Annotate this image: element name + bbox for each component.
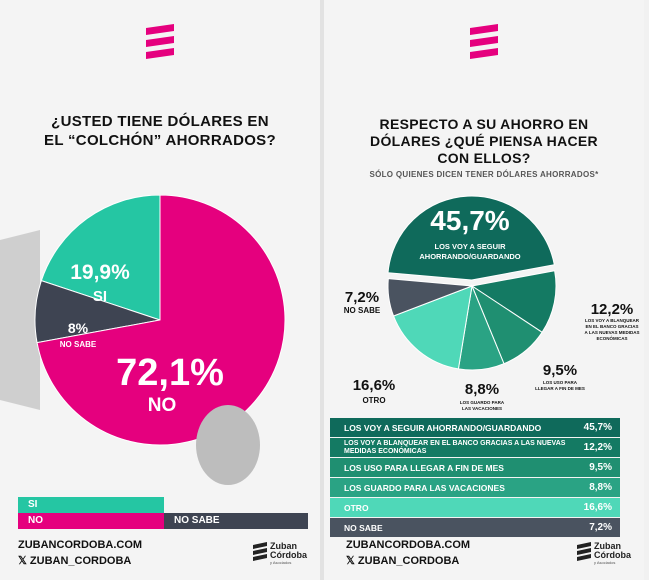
table-row-label: LOS GUARDO PARA LAS VACACIONES [344,482,505,493]
s4-pct-label: 8,8% [465,381,499,398]
table-row-value: 16,6% [583,502,612,513]
zuban-stripes-logo-icon [470,24,498,59]
no-label: NO [148,395,177,416]
s3-label-b: LLEGAR A FIN DE MES [535,386,585,391]
s1-pct-label: 45,7% [430,205,509,236]
table-row: LOS VOY A BLANQUEAR EN EL BANCO GRACIAS … [330,438,620,457]
brand-logo: Zuban Córdoba y Asociados [576,540,631,566]
brand-name: Zuban Córdoba [594,541,631,560]
zuban-stripes-logo-icon [146,24,174,59]
table-row-value: 9,5% [589,462,612,473]
pie-slice-los-voy-a-blanquear-en-el-banco-gracias-a-las-nuevas-medidas-econ-micas [470,270,557,333]
table-row-value: 7,2% [589,522,612,533]
brand-mark-icon [253,542,267,561]
mattress-shape [0,230,40,410]
s3-pct-label: 9,5% [543,362,577,379]
s1-label-b: AHORRANDO/GUARDANDO [419,252,520,261]
ns-pct-label: 8% [68,320,89,336]
s5-pct-label: 16,6% [353,377,396,394]
table-row-label: LOS VOY A SEGUIR AHORRANDO/GUARDANDO [344,422,542,433]
s2-pct-label: 12,2% [591,301,634,318]
table-row-label: LOS VOY A BLANQUEAR EN EL BANCO GRACIAS … [344,439,566,455]
legend-no-sabe: NO SABE [164,513,308,529]
right-subtitle: SÓLO QUIENES DICEN TENER DÓLARES AHORRAD… [369,170,599,179]
brand-mark-icon [577,542,591,561]
no-pct-label: 72,1% [116,352,224,394]
si-pct-label: 19,9% [70,261,130,284]
table-row: NO SABE 7,2% [330,518,620,537]
s3-label-a: LOS USO PARA [543,380,578,385]
footer-site-link[interactable]: ZUBANCORDOBA.COM [346,539,471,551]
ns-label: NO SABE [60,340,97,349]
legend-no: NO [18,513,164,529]
pie-slice-si [40,195,161,321]
si-label: SI [93,288,107,305]
left-title: ¿USTED TIENE DÓLARES EN EL “COLCHÓN” AHO… [10,112,310,150]
right-panel: RESPECTO A SU AHORRO EN DÓLARES ¿QUÉ PIE… [324,0,644,580]
s2-label-b: EN EL BANCO GRACIAS [586,324,639,329]
left-title-line1: ¿USTED TIENE DÓLARES EN [51,113,269,130]
left-title-line2: EL “COLCHÓN” AHORRADOS? [44,132,276,149]
table-row: LOS USO PARA LLEGAR A FIN DE MES 9,5% [330,458,620,477]
brand-logo: Zuban Córdoba y Asociados [252,540,307,566]
s5-label-a: OTRO [362,396,385,405]
table-row-value: 45,7% [583,422,612,433]
left-pie-chart: 19,9% SI 8% NO SABE 72,1% NO [0,195,286,485]
brand-name: Zuban Córdoba [270,541,307,560]
table-row-value: 12,2% [583,442,612,453]
table-row: LOS GUARDO PARA LAS VACACIONES 8,8% [330,478,620,497]
footer-x-handle[interactable]: 𝕏 ZUBAN_CORDOBA [346,555,460,567]
right-title-line3: CON ELLOS? [437,150,531,166]
s4-label-a: LOS GUARDO PARA [460,400,505,405]
table-row: OTRO 16,6% [330,498,620,517]
footer-site-link[interactable]: ZUBANCORDOBA.COM [18,539,143,551]
s2-label-d: ECONÓMICAS [596,334,627,341]
right-title-line2: DÓLARES ¿QUÉ PIENSA HACER [370,133,598,149]
pie-slice-los-voy-a-seguir-ahorrando-guardando [387,195,555,281]
s6-label-a: NO SABE [344,306,381,315]
right-title: RESPECTO A SU AHORRO EN DÓLARES ¿QUÉ PIE… [334,116,634,167]
right-title-line1: RESPECTO A SU AHORRO EN [379,116,589,132]
s2-label-a: LOS VOY A BLANQUEAR [585,318,640,323]
statue-head-shape [196,405,260,485]
pie-slice-no-sabe [387,278,473,317]
left-panel: ¿USTED TIENE DÓLARES EN EL “COLCHÓN” AHO… [0,0,320,580]
table-row: LOS VOY A SEGUIR AHORRANDO/GUARDANDO 45,7… [330,418,620,437]
table-row-label: OTRO [344,502,369,513]
panel-divider [320,0,324,580]
footer-x-handle[interactable]: 𝕏 ZUBAN_CORDOBA [18,555,132,567]
s2-label-c: A LAS NUEVAS MEDIDAS [584,330,639,335]
table-row-label: LOS USO PARA LLEGAR A FIN DE MES [344,462,504,473]
table-row-label: NO SABE [344,522,383,533]
pie-slice-no [36,195,286,446]
pie-slice-otro [392,285,473,370]
left-legend: SI NO NO SABE [18,497,308,529]
s4-label-b: LAS VACACIONES [462,406,502,411]
s6-pct-label: 7,2% [345,289,379,306]
right-footer: ZUBANCORDOBA.COM 𝕏 ZUBAN_CORDOBA [346,537,470,569]
brand-sub: y Asociados [270,560,292,565]
table-row-value: 8,8% [589,482,612,493]
right-pie-chart: 45,7% LOS VOY A SEGUIR AHORRANDO/GUARDAN… [344,195,640,411]
left-footer: ZUBANCORDOBA.COM 𝕏 ZUBAN_CORDOBA [18,537,142,569]
legend-si: SI [18,497,164,513]
right-data-table: LOS VOY A SEGUIR AHORRANDO/GUARDANDO 45,7… [330,418,620,538]
s1-label-a: LOS VOY A SEGUIR [435,242,507,251]
brand-sub: y Asociados [594,560,616,565]
